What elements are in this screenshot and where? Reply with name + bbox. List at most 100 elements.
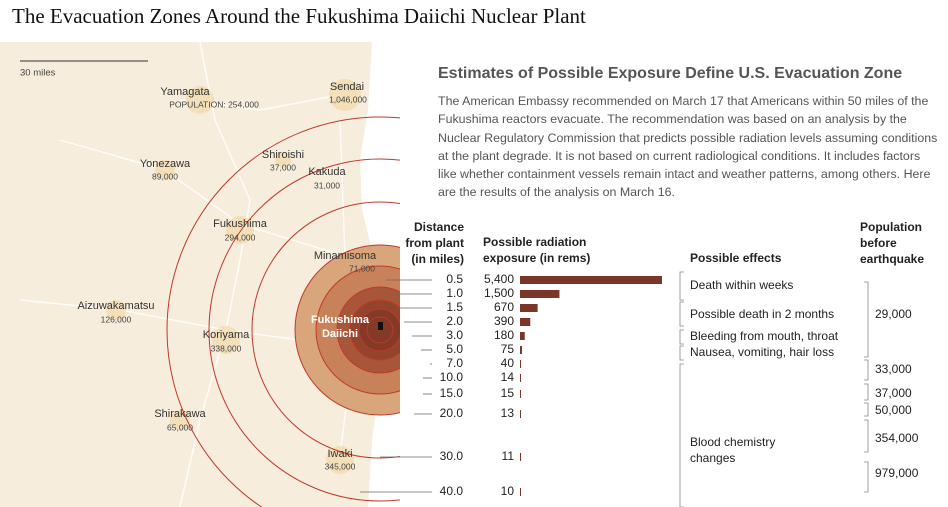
population: 29,000 [875,307,912,321]
bar [520,374,521,382]
article-heading: Estimates of Possible Exposure Define U.… [438,65,903,82]
bar [520,332,525,340]
city-population: 345,000 [325,461,356,471]
chart: Distance from plant (in miles) Possible rad… [360,220,924,507]
distance: 10.0 [440,370,464,384]
exposure-label: 390 [494,314,514,328]
effect: Death within weeks [690,278,793,292]
exposure-label: 40 [501,356,515,370]
distance: 0.5 [446,272,463,286]
city-population: 338,000 [211,343,242,353]
exposure-label: 1,500 [484,286,514,300]
column-header: Possible radiation [483,235,586,249]
distance: 5.0 [446,342,463,356]
bracket [864,383,869,401]
distance: 1.5 [446,300,463,314]
map [0,42,400,507]
bar [520,318,531,326]
column-header: exposure (in rems) [483,251,590,265]
effect: Nausea, vomiting, hair loss [690,345,834,359]
plant-marker [378,322,383,330]
article-body: The American Embassy recommended on Marc… [438,94,938,200]
exposure-label: 75 [501,342,515,356]
bracket [864,359,869,381]
city-name: Koriyama [203,329,250,341]
exposure-label: 11 [502,449,515,463]
population: 979,000 [875,466,919,480]
city-name: Aizuwakamatsu [77,300,154,312]
distance-rings [166,116,400,507]
distance: 1.0 [446,286,463,300]
bar [520,360,522,368]
column-header: (in miles) [411,252,464,266]
column-header: Distance [414,220,464,234]
effect: Bleeding from mouth, throat [690,329,839,343]
distance: 40.0 [440,484,464,498]
distance: 3.0 [446,328,463,342]
bracket [679,363,684,507]
plant-label: Daiichi [322,328,358,340]
column-header: earthquake [860,252,924,266]
plant-label: Fukushima [311,314,370,326]
exposure-label: 13 [501,406,515,420]
population: 50,000 [875,403,912,417]
city-population: 65,000 [167,422,193,432]
city-name: Shirakawa [154,408,206,420]
effect: Possible death in 2 months [690,307,834,321]
city-population: POPULATION: 254,000 [169,99,259,109]
bar [520,453,521,461]
bar [520,304,538,312]
scale-label: 30 miles [20,68,56,79]
city-name: Kakuda [308,166,346,178]
bar [520,290,560,298]
city-population: 31,000 [314,180,340,190]
city-population: 71,000 [349,263,375,273]
title: The Evacuation Zones Around the Fukushim… [12,4,586,28]
bar [520,346,522,354]
exposure-label: 5,400 [484,272,514,286]
bracket [864,419,869,453]
population: 33,000 [875,362,912,376]
city-name: Iwaki [327,448,352,460]
column-header: from plant [405,236,464,250]
distance: 30.0 [440,449,464,463]
bracket [679,301,684,327]
city-name: Yamagata [160,86,210,98]
column-header: before [860,236,897,250]
population: 354,000 [875,431,919,445]
city-population: 294,000 [225,232,256,242]
distance: 2.0 [446,314,463,328]
exposure-label: 670 [494,300,514,314]
bar [520,276,662,284]
city-population: 89,000 [152,171,178,181]
bracket [679,271,684,301]
exposure-label: 14 [501,370,515,384]
city-name: Shiroishi [262,149,304,161]
city-population: 126,000 [101,314,132,324]
bar [520,488,521,496]
bar [520,410,521,418]
population: 37,000 [875,386,912,400]
distance: 20.0 [440,406,464,420]
bracket [864,402,869,417]
distance: 15.0 [440,386,464,400]
column-header: Population [860,220,922,234]
city-name: Sendai [330,81,364,93]
city-population: 1,046,000 [329,94,367,104]
effect: Blood chemistry [690,435,775,449]
effect: changes [690,451,735,465]
exposure-label: 10 [501,484,515,498]
city-name: Yonezawa [140,158,191,170]
city-name: Fukushima [213,218,268,230]
bracket [679,345,684,361]
urban-areas [106,79,361,474]
city-population: 37,000 [270,162,296,172]
column-header: Possible effects [690,251,782,265]
bracket [864,281,869,358]
exposure-label: 15 [501,386,515,400]
bar [520,390,521,398]
bracket [864,461,869,493]
exposure-label: 180 [494,328,514,342]
